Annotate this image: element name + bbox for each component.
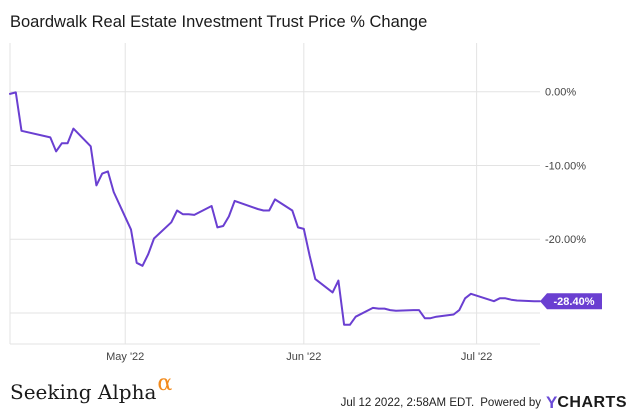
chart-title: Boardwalk Real Estate Investment Trust P… [10,13,428,31]
series-line [9,91,541,326]
x-tick-label: Jul '22 [461,351,492,363]
ycharts-logo-text[interactable]: CHARTS [557,394,627,411]
alpha-icon: α [157,371,173,396]
y-tick-label: 0.00% [545,87,576,99]
x-tick-label: May '22 [106,351,144,363]
y-axis: 0.00% -10.00% -20.00% [545,87,586,247]
ycharts-y-icon: Y [545,393,558,412]
grid-lines [9,43,540,345]
last-value-badge-group: -28.40% [540,293,602,310]
x-axis: May '22 Jun '22 Jul '22 [106,351,492,363]
last-value-label: -28.40% [554,296,595,308]
powered-by-text: Powered by [480,397,541,409]
price-change-chart: May '22 Jun '22 Jul '22 0.00% -10.00% -20.00… [9,43,602,363]
x-tick-label: Jun '22 [286,351,321,363]
last-value-badge [540,293,602,310]
y-tick-label: -10.00% [545,160,586,172]
attribution: Jul 12 2022, 2:58AM EDT. Powered by Y CHA… [341,393,627,413]
seeking-alpha-logo: Seeking Alphaα [10,371,172,405]
y-tick-label: -20.00% [545,234,586,246]
timestamp-text: Jul 12 2022, 2:58AM EDT. [340,397,475,409]
seeking-alpha-text: Seeking Alpha [10,380,157,404]
series-line-group [9,91,541,326]
